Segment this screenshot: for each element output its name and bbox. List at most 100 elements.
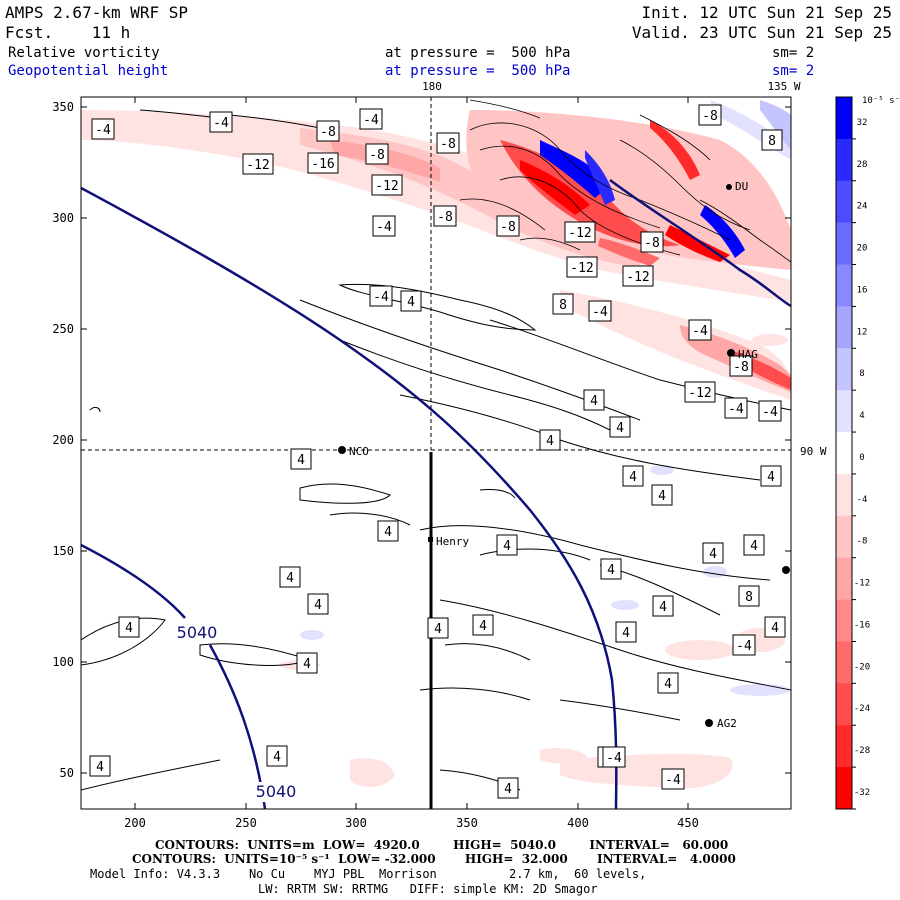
vorticity-contour-label: -4 <box>602 746 626 768</box>
vorticity-contour-label: 4 <box>622 465 644 487</box>
colorbar-label: -24 <box>854 704 870 714</box>
vorticity-contour-label: 4 <box>290 448 312 470</box>
vorticity-label-text: 4 <box>767 470 775 485</box>
vorticity-label-text: 4 <box>709 547 717 562</box>
colorbar-swatch <box>836 180 852 224</box>
field2-smoothing: sm= 2 <box>772 63 815 79</box>
vorticity-label-text: 4 <box>622 626 630 641</box>
colorbar-label: 12 <box>857 327 868 337</box>
y-tick-label: 150 <box>52 544 74 558</box>
model-info-line2: LW: RRTM SW: RRTMG DIFF: simple KM: 2D S… <box>258 882 598 896</box>
colorbar-swatch <box>836 599 852 642</box>
vorticity-label-text: -12 <box>626 270 649 285</box>
colorbar-swatch <box>836 432 852 475</box>
vorticity-contour-label: -4 <box>732 634 756 656</box>
longitude-labels: 180 135 W 90 W <box>422 80 827 458</box>
field1-name: Relative vorticity <box>8 45 160 61</box>
contours-height-info: CONTOURS: UNITS=m LOW= 4920.0 HIGH= 5040… <box>155 838 729 852</box>
vorticity-label-text: 4 <box>96 760 104 775</box>
colorbar-label: 0 <box>859 453 864 463</box>
vorticity-contour-label: -4 <box>588 300 612 322</box>
vorticity-label-text: 8 <box>745 590 753 605</box>
colorbar-label: 4 <box>859 411 864 421</box>
model-info-line1: Model Info: V4.3.3 No Cu MYJ PBL Morriso… <box>90 867 647 881</box>
vorticity-label-group: -4 -4 -8 -4 -8 -12 -16 -8 -12 -8 -4 -8 -12 -8 -12 -12 -8… <box>89 104 786 799</box>
station-label: NCO <box>349 445 369 458</box>
vorticity-contour-label: 4 <box>400 290 422 312</box>
vorticity-label-text: 4 <box>273 750 281 765</box>
vorticity-contour-label: 4 <box>760 465 782 487</box>
colorbar-label: -12 <box>854 579 870 589</box>
vorticity-label-text: -8 <box>702 109 718 124</box>
x-tick-label: 200 <box>124 816 146 830</box>
colorbar-label: 20 <box>857 244 868 254</box>
vorticity-contour-label: -12 <box>566 256 598 278</box>
vorticity-contour-label: 4 <box>472 614 494 636</box>
vorticity-label-text: 4 <box>297 453 305 468</box>
vorticity-label-text: 4 <box>286 571 294 586</box>
y-tick-label: 50 <box>60 766 74 780</box>
vorticity-label-text: 4 <box>616 421 624 436</box>
vorticity-label-text: 4 <box>629 470 637 485</box>
vorticity-label-text: 4 <box>659 600 667 615</box>
vorticity-label-text: 4 <box>407 295 415 310</box>
vorticity-contour-label: -12 <box>564 221 596 243</box>
vorticity-label-text: -4 <box>692 324 708 339</box>
vorticity-contour-label: -4 <box>369 285 393 307</box>
vorticity-contour-label: -4 <box>209 111 233 133</box>
height-contour-label: 5040 <box>177 623 218 642</box>
vorticity-contour-label: -8 <box>640 231 664 253</box>
colorbar-label: -28 <box>854 746 870 756</box>
vorticity-label-text: -4 <box>592 305 608 320</box>
vorticity-contour-label: 4 <box>600 558 622 580</box>
colorbar-swatch <box>836 473 852 517</box>
longitude-label: 135 W <box>767 80 800 93</box>
vorticity-label-text: 4 <box>504 782 512 797</box>
vorticity-contour-label: -4 <box>661 768 685 790</box>
colorbar-swatch <box>836 138 852 182</box>
colorbar-label: 28 <box>857 160 868 170</box>
vorticity-label-text: -4 <box>213 116 229 131</box>
vorticity-contour-label: -8 <box>436 132 460 154</box>
vorticity-label-text: 4 <box>664 677 672 692</box>
station-markers <box>338 184 790 727</box>
vorticity-label-text: -4 <box>665 773 681 788</box>
colorbar-swatch <box>836 767 852 810</box>
vorticity-label-text: -8 <box>733 360 749 375</box>
vorticity-contour-label: -4 <box>758 400 782 422</box>
vorticity-contour-label: -4 <box>372 215 396 237</box>
y-tick-label: 300 <box>52 211 74 225</box>
vorticity-contour-label: 8 <box>552 293 574 315</box>
station-label: Henry <box>436 535 469 548</box>
colorbar-swatch <box>836 264 852 307</box>
colorbar-label: 16 <box>857 285 868 295</box>
vorticity-label-text: 4 <box>750 539 758 554</box>
colorbar-label: -32 <box>854 788 870 798</box>
colorbar-unit: 10⁻⁵ s⁻¹ <box>862 96 900 106</box>
height-contour-label: 5040 <box>256 782 297 801</box>
init-time: Init. 12 UTC Sun 21 Sep 25 <box>641 3 892 22</box>
vorticity-contour-label: -8 <box>698 104 722 126</box>
vorticity-label-text: 4 <box>384 525 392 540</box>
colorbar-label: 24 <box>857 202 868 212</box>
vorticity-contour-label: -12 <box>684 381 716 403</box>
vorticity-label-text: 4 <box>771 621 779 636</box>
vorticity-label-text: 8 <box>768 134 776 149</box>
vorticity-contour-label: 8 <box>738 585 760 607</box>
y-tick-label: 100 <box>52 655 74 669</box>
vorticity-label-text: -4 <box>728 402 744 417</box>
vorticity-label-text: 4 <box>590 394 598 409</box>
longitude-label: 90 W <box>800 445 827 458</box>
vorticity-contour-label: -8 <box>316 120 340 142</box>
x-tick-label: 450 <box>677 816 699 830</box>
forecast-hour: Fcst. 11 h <box>5 23 131 42</box>
vorticity-contour-label: 4 <box>377 520 399 542</box>
vorticity-contour-label: 4 <box>427 617 449 639</box>
colorbar-label: 8 <box>859 369 864 379</box>
vorticity-label-text: -8 <box>644 236 660 251</box>
y-tick-label: 250 <box>52 322 74 336</box>
vorticity-label-text: -8 <box>320 125 336 140</box>
vorticity-contour-label: -4 <box>91 118 115 140</box>
colorbar-swatch <box>836 515 852 559</box>
